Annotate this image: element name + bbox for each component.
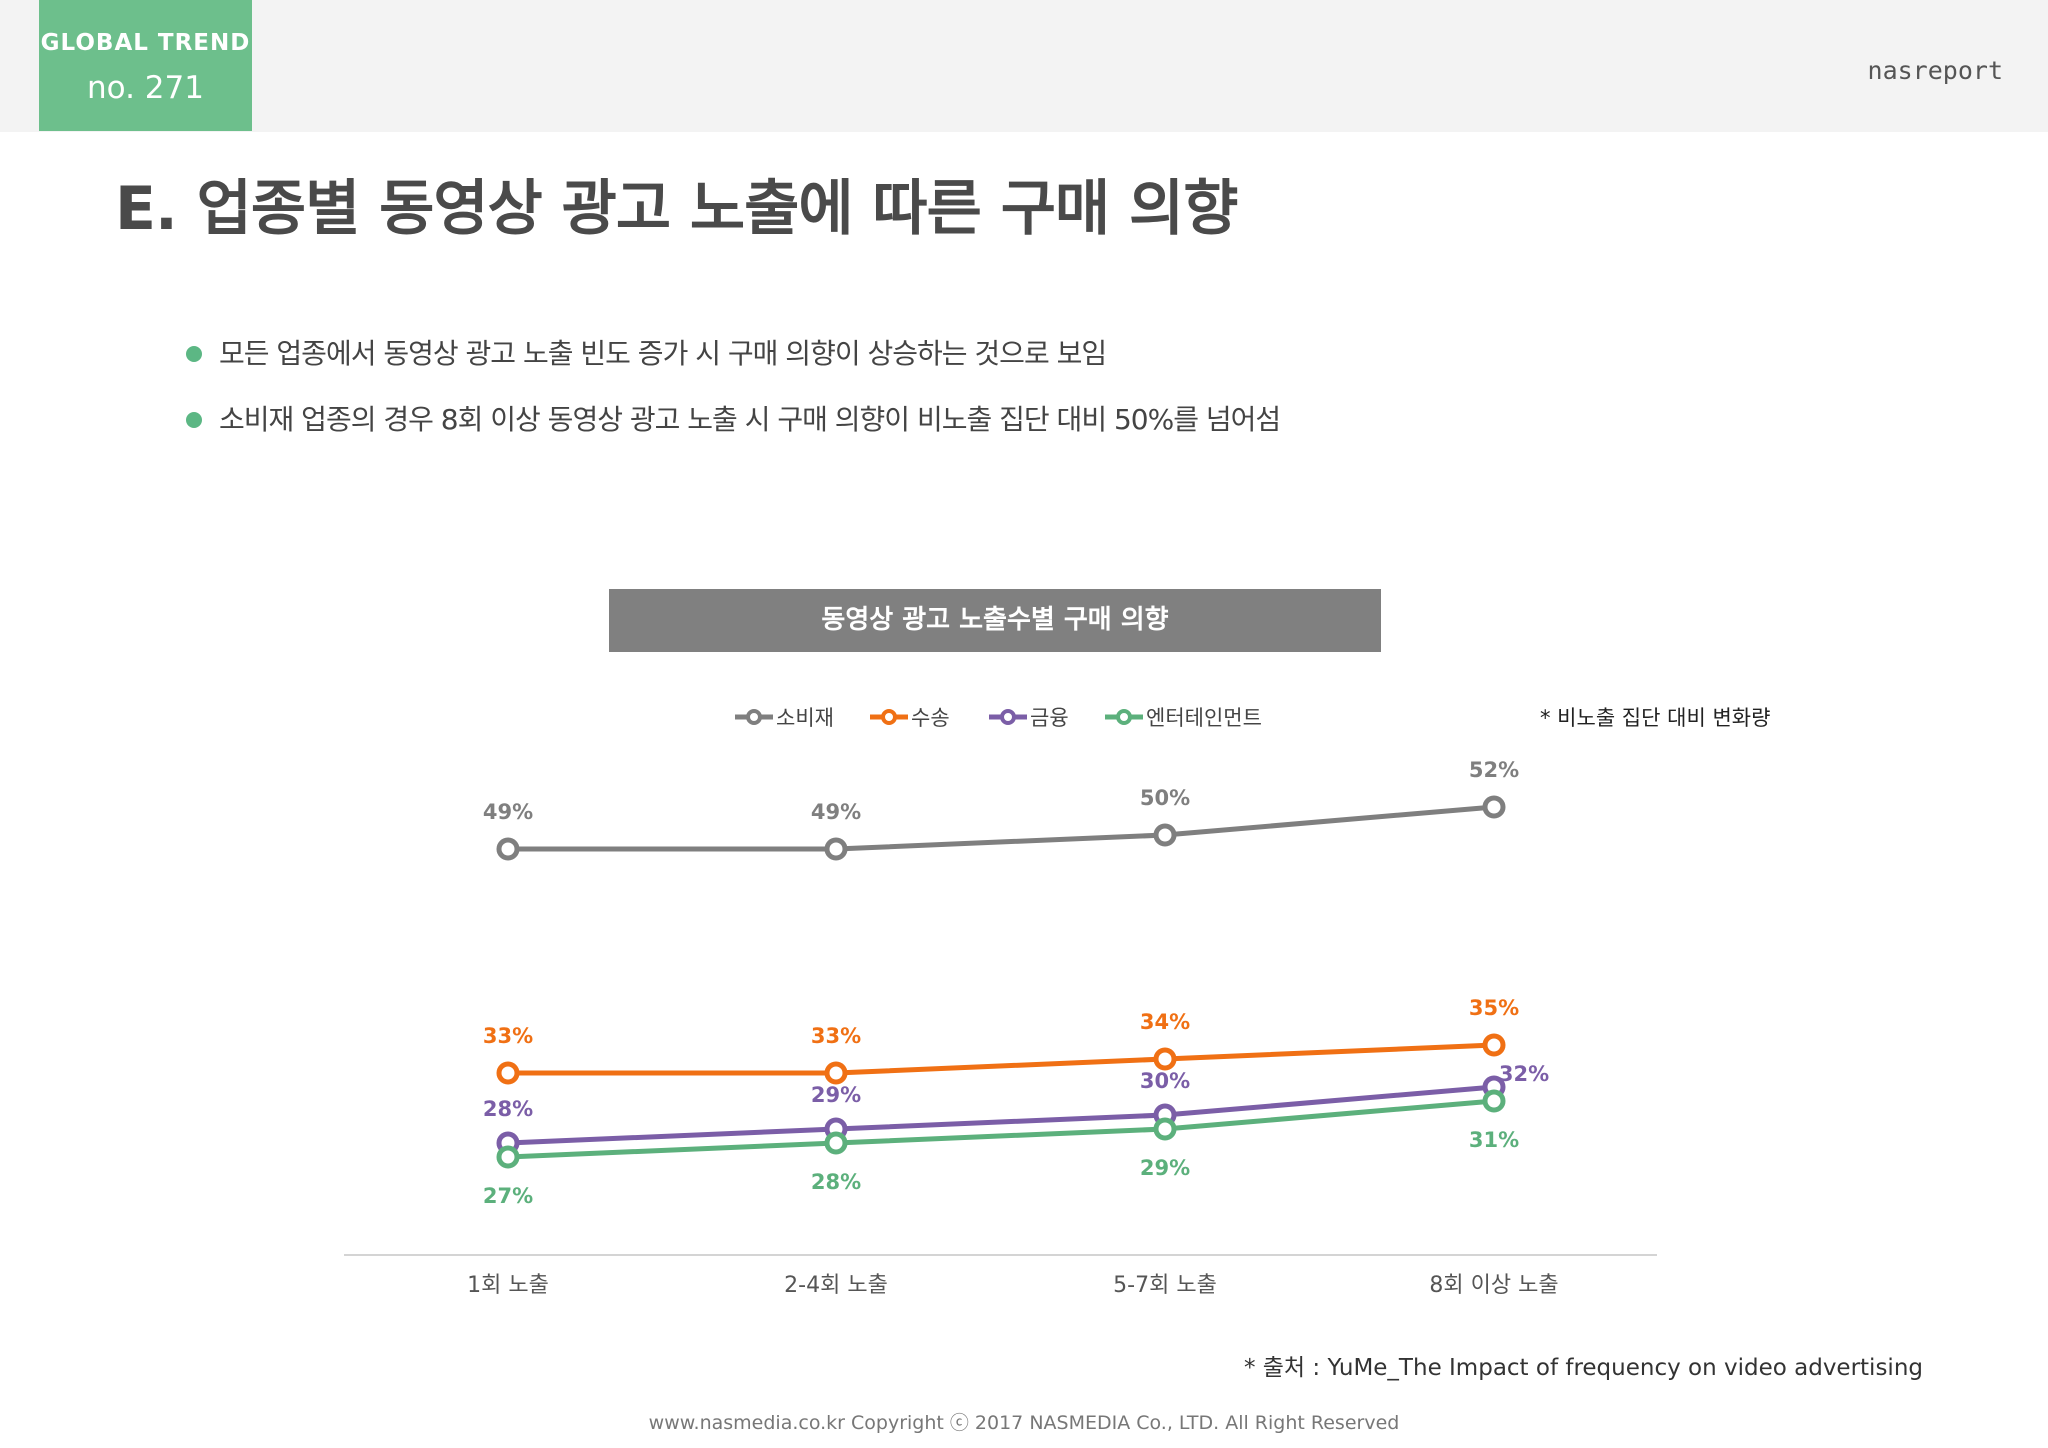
copyright: www.nasmedia.co.kr Copyright ⓒ 2017 NASM… <box>648 1412 1400 1434</box>
data-label: 31% <box>1469 1128 1519 1152</box>
data-point <box>1482 1033 1506 1057</box>
global-trend-badge: GLOBAL TREND no. 271 <box>39 0 252 131</box>
data-label: 50% <box>1140 786 1190 810</box>
series-line-0 <box>508 804 1495 852</box>
data-label: 28% <box>483 1097 533 1121</box>
data-label: 33% <box>483 1024 533 1048</box>
data-point <box>1153 823 1177 847</box>
legend-label: 엔터테인먼트 <box>1146 706 1262 730</box>
data-label: 35% <box>1469 996 1519 1020</box>
badge-title: GLOBAL TREND <box>40 30 251 56</box>
data-point <box>824 837 848 861</box>
chart-note: * 비노출 집단 대비 변화량 <box>1540 706 1770 730</box>
legend-marker-icon <box>1000 709 1016 725</box>
x-tick-label: 2-4회 노출 <box>784 1273 888 1298</box>
data-label: 49% <box>811 800 861 824</box>
data-label: 34% <box>1140 1010 1190 1034</box>
series-line-3 <box>507 1098 1495 1160</box>
bullet-dot-icon <box>186 412 202 428</box>
data-label: 33% <box>811 1024 861 1048</box>
brand-name: nasreport <box>1867 56 2003 85</box>
data-label: 52% <box>1469 758 1519 782</box>
data-point <box>496 837 520 861</box>
top-bar <box>0 0 2048 132</box>
legend-marker-icon <box>746 709 762 725</box>
chart-title: 동영상 광고 노출수별 구매 의향 <box>609 589 1381 652</box>
bullet-dot-icon <box>186 346 202 362</box>
x-tick-label: 8회 이상 노출 <box>1429 1273 1558 1298</box>
legend-label: 소비재 <box>776 706 834 730</box>
data-point <box>496 1145 520 1169</box>
data-label: 28% <box>811 1170 861 1194</box>
data-label: 30% <box>1140 1069 1190 1093</box>
data-label: 32% <box>1499 1062 1549 1086</box>
data-point <box>1153 1117 1177 1141</box>
data-label: 29% <box>811 1083 861 1107</box>
series-line-1 <box>508 1042 1495 1076</box>
bullet-text: 모든 업종에서 동영상 광고 노출 빈도 증가 시 구매 의향이 상승하는 것으… <box>219 337 1107 370</box>
data-label: 27% <box>483 1184 533 1208</box>
issue-number: no. 271 <box>87 70 204 106</box>
data-point <box>1482 1089 1506 1113</box>
legend-label: 수송 <box>911 706 950 730</box>
legend-marker-icon <box>1116 709 1132 725</box>
data-point <box>1482 795 1506 819</box>
data-point <box>1153 1047 1177 1071</box>
data-point <box>496 1061 520 1085</box>
series-line-2 <box>507 1084 1495 1146</box>
legend-label: 금융 <box>1030 706 1069 730</box>
legend-marker-icon <box>881 709 897 725</box>
x-tick-label: 1회 노출 <box>467 1273 549 1298</box>
data-label: 49% <box>483 800 533 824</box>
source-note: * 출처 : YuMe_The Impact of frequency on v… <box>1243 1355 1923 1381</box>
data-point <box>824 1061 848 1085</box>
page-title: E. 업종별 동영상 광고 노출에 따른 구매 의향 <box>115 174 1238 244</box>
data-point <box>824 1131 848 1155</box>
data-label: 29% <box>1140 1156 1190 1180</box>
x-tick-label: 5-7회 노출 <box>1113 1273 1217 1298</box>
bullet-text: 소비재 업종의 경우 8회 이상 동영상 광고 노출 시 구매 의향이 비노출 … <box>219 403 1281 436</box>
